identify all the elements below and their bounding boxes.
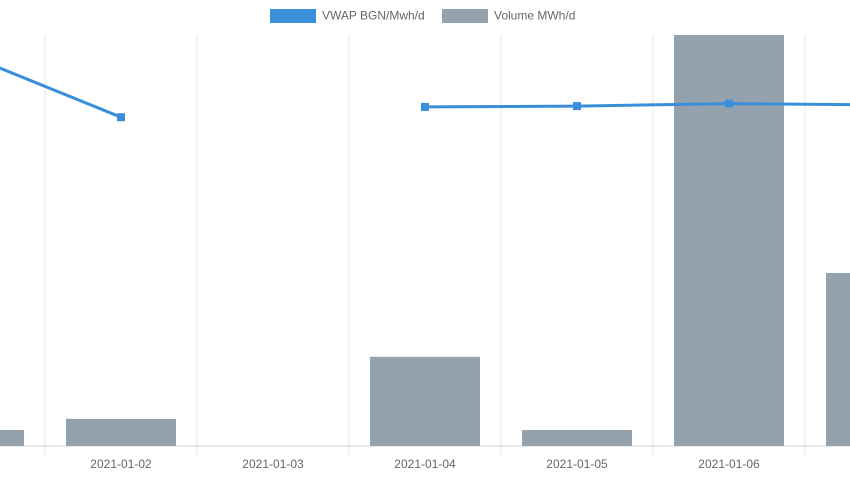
bar xyxy=(674,35,784,446)
point xyxy=(117,113,125,122)
point xyxy=(421,102,429,111)
bar xyxy=(0,429,24,446)
bar xyxy=(66,418,176,446)
point xyxy=(725,99,733,108)
legend-swatch xyxy=(270,9,316,23)
x-tick-label: 2021-01-05 xyxy=(546,457,608,471)
line xyxy=(0,66,850,119)
bar xyxy=(370,356,480,446)
x-tick-label: 2021-01-06 xyxy=(698,457,760,471)
legend-label: VWAP BGN/Mwh/d xyxy=(322,9,425,23)
bar xyxy=(522,429,632,446)
x-tick-label: 2021-01-03 xyxy=(242,457,304,471)
x-tick-label: 2021-01-02 xyxy=(90,457,152,471)
point xyxy=(573,102,581,111)
legend-label: Volume MWh/d xyxy=(494,9,575,23)
legend-swatch xyxy=(442,9,488,23)
bar xyxy=(826,272,850,446)
x-tick-label: 2021-01-04 xyxy=(394,457,456,471)
